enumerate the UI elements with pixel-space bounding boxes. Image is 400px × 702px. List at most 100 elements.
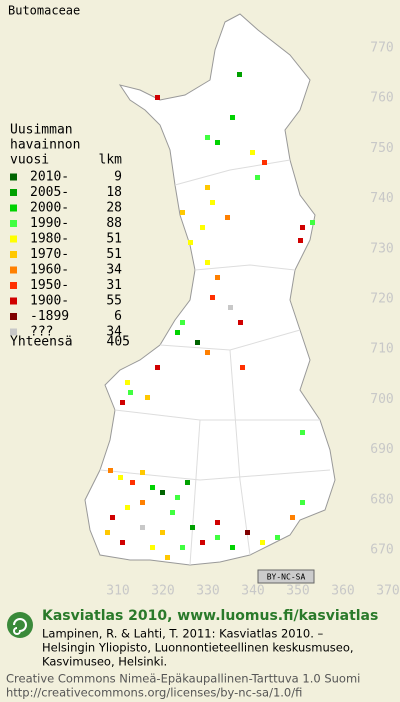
legend-swatch — [10, 251, 17, 258]
legend-swatch — [10, 313, 17, 320]
license-badge — [257, 569, 315, 584]
east-label: 330 — [196, 584, 219, 599]
observation-square — [200, 540, 205, 545]
footer-heading: Kasviatlas 2010, www.luomus.fi/kasviatla… — [42, 608, 378, 624]
legend-swatch — [10, 235, 17, 243]
observation-square — [300, 225, 305, 230]
legend-heading: havainnon — [10, 138, 80, 153]
north-label: 680 — [370, 492, 393, 507]
citation: Kasvimuseo, Helsinki. — [42, 655, 167, 669]
observation-square — [185, 480, 190, 485]
legend-count: 34 — [106, 325, 122, 340]
legend-count: 51 — [106, 232, 122, 247]
observation-square — [150, 485, 155, 490]
observation-square — [275, 535, 280, 540]
observation-square — [300, 430, 305, 435]
north-label: 770 — [370, 41, 393, 56]
region-borders — [99, 159, 331, 566]
legend-label: 2000- — [30, 201, 69, 216]
north-label: 760 — [370, 91, 393, 106]
legend-label: 1960- — [30, 263, 69, 278]
observation-square — [180, 320, 185, 325]
observation-square — [210, 200, 215, 205]
north-label: 670 — [370, 543, 393, 558]
observation-square — [160, 530, 165, 535]
legend-heading: Uusimman — [10, 123, 73, 138]
observation-square — [125, 505, 130, 510]
observations — [105, 72, 315, 560]
finland-outline — [84, 13, 336, 566]
citation: Lampinen, R. & Lahti, T. 2011: Kasviatla… — [42, 627, 324, 641]
observation-square — [260, 540, 265, 545]
east-label: 360 — [331, 584, 354, 599]
observation-square — [205, 135, 210, 140]
legend-count: 88 — [106, 216, 122, 231]
legend-total-count: 405 — [107, 335, 130, 350]
legend-count: 9 — [114, 170, 122, 185]
north-label: 750 — [370, 141, 393, 156]
observation-square — [140, 500, 145, 505]
observation-square — [245, 530, 250, 535]
map-title: Butomaceae — [8, 4, 80, 18]
legend-count: 18 — [106, 185, 122, 200]
observation-square — [120, 400, 125, 405]
observation-square — [130, 480, 135, 485]
legend-swatch — [10, 328, 17, 336]
legend-label: 1970- — [30, 247, 69, 262]
observation-square — [188, 240, 193, 245]
legend-count: 31 — [106, 278, 122, 293]
citation: Helsingin Yliopisto, Luonnontieteellinen… — [42, 641, 354, 655]
legend-swatch — [10, 220, 17, 227]
legend-label: 1980- — [30, 232, 69, 247]
license-badge-text: BY-NC-SA — [267, 573, 306, 582]
logo — [7, 612, 33, 638]
observation-square — [175, 495, 180, 500]
observation-square — [310, 220, 315, 225]
observation-square — [170, 510, 175, 515]
observation-square — [238, 320, 243, 325]
legend-swatch — [10, 297, 17, 305]
observation-square — [190, 525, 195, 530]
observation-square — [215, 535, 220, 540]
observation-square — [175, 330, 180, 335]
legend-swatch — [10, 173, 17, 181]
observation-square — [165, 555, 170, 560]
observation-square — [180, 210, 185, 215]
observation-square — [228, 305, 233, 310]
observation-square — [180, 545, 185, 550]
legend-label: -1899 — [30, 309, 69, 324]
legend-swatch — [10, 282, 17, 289]
legend-count: 55 — [106, 294, 122, 309]
observation-square — [140, 470, 145, 475]
legend-label: 2005- — [30, 185, 69, 200]
legend-label: 2010- — [30, 170, 69, 185]
observation-square — [237, 72, 242, 77]
observation-square — [225, 215, 230, 220]
observation-square — [118, 475, 123, 480]
legend-count: 28 — [106, 201, 122, 216]
legend-col-header: lkm — [99, 153, 123, 168]
observation-square — [250, 150, 255, 155]
observation-square — [215, 275, 220, 280]
north-label: 700 — [370, 392, 393, 407]
observation-square — [205, 185, 210, 190]
observation-square — [240, 365, 245, 370]
observation-square — [140, 525, 145, 530]
observation-square — [215, 140, 220, 145]
east-label: 340 — [241, 584, 264, 599]
observation-square — [128, 390, 133, 395]
legend-swatch — [10, 204, 17, 212]
legend-swatch — [10, 266, 17, 274]
east-label: 350 — [286, 584, 309, 599]
license-url: http://creativecommons.org/licenses/by-n… — [6, 686, 302, 700]
legend-col-header: vuosi — [10, 153, 49, 168]
north-label: 710 — [370, 342, 393, 357]
observation-square — [298, 238, 303, 243]
observation-square — [290, 515, 295, 520]
observation-square — [155, 95, 160, 100]
legend-total-label: Yhteensä — [10, 335, 73, 350]
legend-swatch — [10, 189, 17, 196]
observation-square — [160, 490, 165, 495]
